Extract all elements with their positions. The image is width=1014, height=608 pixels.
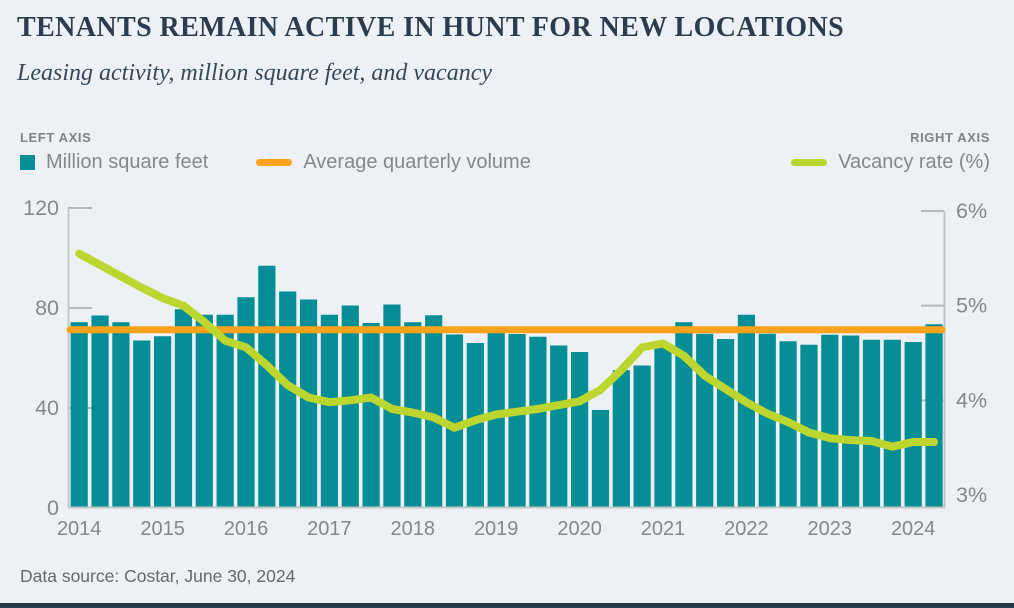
bar-2021-q1	[654, 344, 672, 507]
x-axis-label-2017: 2017	[307, 518, 352, 540]
right-axis-label-3pct: 3%	[956, 483, 987, 507]
bar-2018-q2	[425, 315, 443, 507]
bar-2015-q2	[174, 309, 193, 507]
legend-row: Million square feet Average quarterly vo…	[20, 151, 990, 174]
bar-2020-q1	[571, 352, 589, 507]
x-axis-label-2018: 2018	[391, 518, 436, 540]
x-axis-label-2024: 2024	[891, 518, 936, 540]
bar-2020-q2	[591, 410, 610, 507]
bar-2024-q1	[904, 342, 922, 507]
left-axis-label-40: 40	[35, 396, 59, 420]
bar-2017-q2	[341, 305, 359, 507]
legend-label: Million square feet	[46, 151, 209, 173]
legend-item-average-quarterly-volume: Average quarterly volume	[256, 151, 531, 174]
legend-item-million-square-feet: Million square feet	[20, 151, 208, 174]
bar-2022-q1	[737, 314, 755, 507]
axis-captions: LEFT AXIS RIGHT AXIS	[20, 130, 990, 145]
left-axis-label-0: 0	[47, 496, 59, 520]
left-axis-label-80: 80	[35, 296, 59, 320]
bar-2022-q2	[758, 333, 776, 507]
vacancy-rate-line	[75, 249, 939, 451]
bar-2015-q4	[216, 314, 234, 507]
bar-2024-q2	[925, 324, 943, 507]
legend-label: Vacancy rate (%)	[838, 151, 990, 173]
x-axis-label-2016: 2016	[224, 518, 269, 540]
bar-2017-q3	[362, 323, 380, 507]
bar-2014-q3	[112, 322, 130, 507]
bar-2022-q4	[800, 344, 818, 507]
page-title: TENANTS REMAIN ACTIVE IN HUNT FOR NEW LO…	[17, 12, 845, 43]
legend-item-vacancy-rate: Vacancy rate (%)	[791, 151, 990, 174]
bar-2019-q1	[487, 333, 505, 507]
bar-2017-q1	[320, 314, 338, 507]
x-axis-label-2023: 2023	[808, 518, 853, 540]
bar-2023-q4	[883, 339, 901, 507]
bar-2019-q2	[508, 334, 526, 507]
footer-accent-bar	[0, 603, 1014, 608]
bar-2015-q3	[195, 314, 213, 507]
left-axis-caption: LEFT AXIS	[20, 130, 92, 145]
source-note: Data source: Costar, June 30, 2024	[20, 566, 296, 586]
bar-2021-q4	[716, 339, 735, 507]
bar-2021-q2	[675, 322, 693, 507]
bar-2020-q4	[633, 365, 651, 507]
x-axis-label-2015: 2015	[140, 518, 185, 540]
avg-line-swatch-icon	[256, 159, 293, 166]
chart-svg: 0 40 80 120 3% 4% 5% 6% 2014 2015 2016 2017 2018 2019…	[23, 196, 987, 540]
page-subtitle: Leasing activity, million square feet, a…	[17, 60, 493, 86]
vacancy-line-swatch-icon	[791, 159, 828, 166]
bar-2018-q3	[445, 334, 464, 507]
bar-2019-q4	[550, 345, 568, 507]
left-axis-label-120: 120	[23, 196, 59, 220]
bar-2014-q2	[91, 315, 109, 507]
bar-2016-q3	[279, 291, 297, 507]
bar-2015-q1	[154, 336, 172, 507]
x-axis-label-2019: 2019	[474, 518, 519, 540]
right-axis-caption: RIGHT AXIS	[910, 130, 990, 145]
bar-2020-q3	[612, 370, 630, 507]
bar-2014-q1	[70, 322, 88, 507]
legend-label: Average quarterly volume	[303, 151, 531, 173]
bar-2023-q2	[842, 335, 860, 507]
bar-2018-q4	[466, 343, 484, 507]
x-axis-label-2020: 2020	[557, 518, 602, 540]
x-axis-label-2014: 2014	[57, 518, 102, 540]
bar-2014-q4	[133, 340, 151, 507]
x-axis-label-2022: 2022	[724, 518, 769, 540]
bar-swatch-icon	[20, 155, 35, 170]
bar-2016-q4	[299, 299, 318, 507]
bar-2023-q1	[821, 334, 839, 507]
bar-2023-q3	[862, 339, 881, 507]
right-axis-label-4pct: 4%	[956, 388, 987, 412]
right-axis-label-5pct: 5%	[956, 294, 987, 318]
bar-2021-q3	[696, 333, 714, 507]
bar-2016-q2	[258, 265, 276, 507]
chart-area: 0 40 80 120 3% 4% 5% 6% 2014 2015 2016 2017 2018 2019…	[0, 190, 1014, 550]
right-axis-label-6pct: 6%	[956, 199, 987, 223]
x-axis-label-2021: 2021	[641, 518, 686, 540]
bar-2019-q3	[529, 336, 547, 507]
legend: LEFT AXIS RIGHT AXIS Million square feet…	[20, 130, 990, 174]
